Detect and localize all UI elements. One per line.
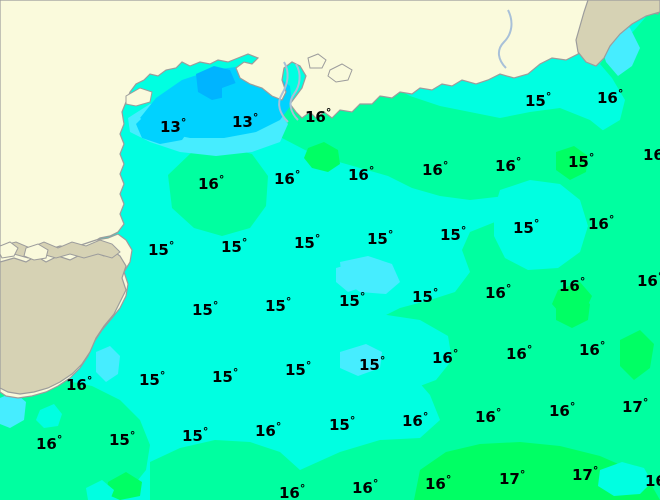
band-16-northwest-lobe (168, 146, 268, 236)
band-14-leftedge-patch (0, 392, 26, 428)
band-17-lowerleft-blob (106, 472, 142, 500)
band-15-lowerleft-patch (86, 480, 114, 500)
band-15-nw-notch (36, 404, 62, 428)
band-14-arrow-patch (340, 344, 382, 376)
band-17-upperright-blob (556, 146, 588, 180)
band-15-bottomright-patch (598, 462, 652, 496)
landmass-brittany-tip (125, 87, 153, 107)
band-17-mid-diamond (552, 282, 592, 318)
band-17-right-sliver (620, 330, 654, 380)
landmass-northeast-coastal (575, 0, 660, 67)
river-gironde (278, 61, 289, 123)
band-16-southwest-lobe (0, 380, 150, 500)
island-north-2 (307, 53, 327, 69)
landmass-iberia-coastal (0, 249, 127, 395)
landmass-iberia-basin (23, 243, 49, 261)
band-14-coastal-sliver (96, 346, 120, 382)
island-north-1 (327, 63, 353, 83)
river-seine (498, 9, 513, 69)
band-13-east-patch (222, 80, 270, 118)
band-17-north-blob (304, 142, 340, 172)
band-14-bird-patch (336, 262, 372, 292)
band-13-west-patch (136, 104, 192, 144)
landmass-france-inland (0, 0, 660, 255)
river-loire (289, 63, 301, 121)
landmass-iberia-basin-2 (0, 241, 19, 259)
band-16-south-central (150, 440, 304, 500)
band-15-east-patch (494, 180, 588, 270)
band-16-east (300, 0, 660, 500)
